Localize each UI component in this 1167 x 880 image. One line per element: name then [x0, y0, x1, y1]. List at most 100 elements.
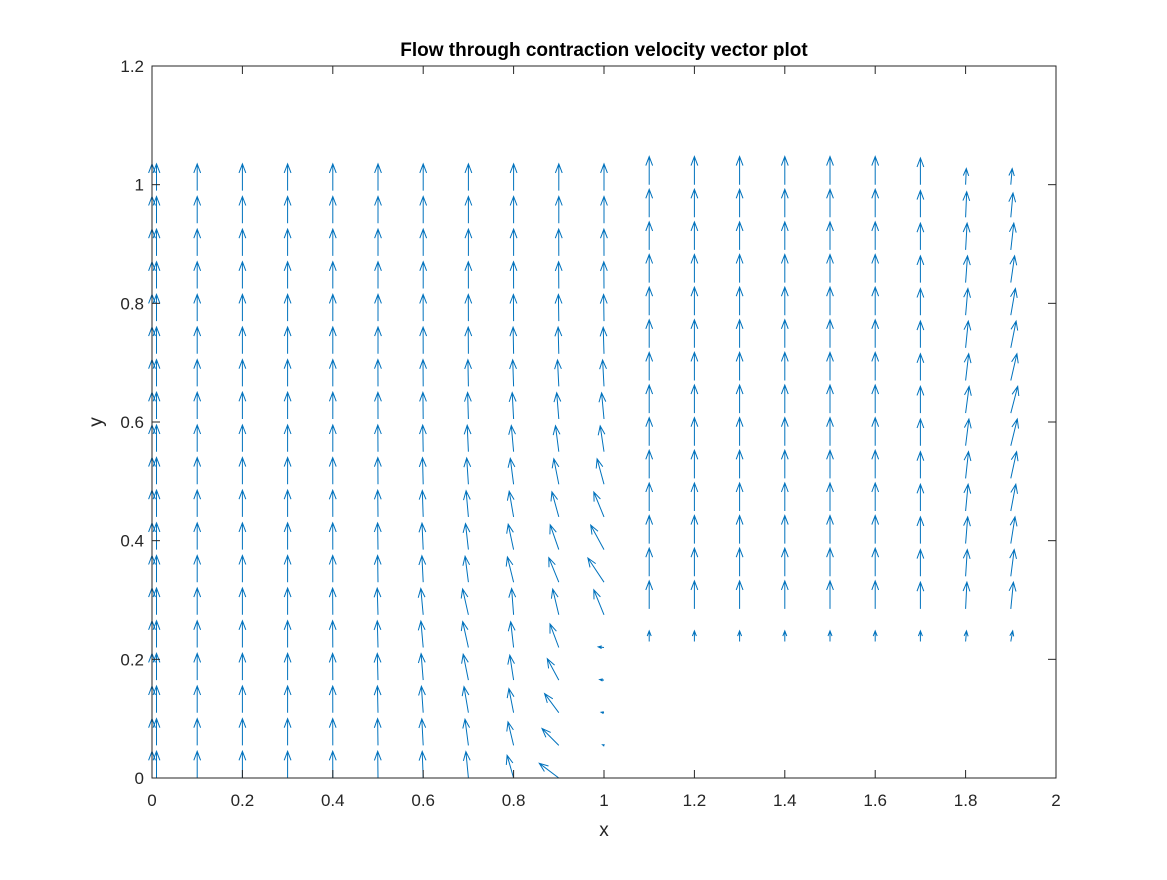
velocity-arrow [780, 318, 789, 348]
velocity-arrow [735, 350, 744, 381]
velocity-arrow [871, 285, 880, 316]
velocity-arrow [328, 521, 337, 550]
velocity-arrow [152, 456, 161, 485]
velocity-arrow [193, 521, 202, 550]
velocity-arrow [374, 227, 382, 256]
velocity-arrow [538, 762, 560, 779]
velocity-arrow [871, 579, 880, 609]
velocity-arrow [193, 554, 202, 583]
velocity-arrow [780, 155, 789, 185]
velocity-arrow [690, 220, 699, 250]
velocity-arrow [1010, 450, 1019, 479]
velocity-arrow [690, 155, 699, 185]
velocity-arrow [193, 619, 202, 648]
velocity-arrow [598, 391, 607, 420]
velocity-arrow [735, 220, 744, 250]
velocity-arrow [826, 187, 834, 218]
velocity-arrow [464, 325, 473, 354]
velocity-arrow [464, 260, 473, 289]
velocity-arrow [193, 292, 202, 322]
velocity-arrow [238, 619, 247, 648]
x-tick-label: 1.8 [954, 791, 978, 810]
velocity-arrow [193, 325, 202, 354]
velocity-arrow [418, 521, 427, 550]
x-tick-label: 0.4 [321, 791, 345, 810]
velocity-arrow [826, 155, 834, 185]
velocity-arrow [373, 488, 382, 517]
velocity-arrow [597, 424, 606, 452]
velocity-arrow [964, 385, 972, 414]
velocity-arrow [554, 325, 563, 354]
velocity-arrow [826, 350, 834, 381]
velocity-arrow [238, 684, 247, 713]
velocity-arrow [328, 162, 337, 191]
velocity-arrow [373, 586, 382, 615]
velocity-arrow [554, 162, 563, 191]
velocity-arrow [460, 620, 469, 648]
velocity-arrow [871, 514, 880, 544]
velocity-arrow [872, 629, 878, 642]
velocity-arrow [238, 358, 247, 387]
velocity-arrow [152, 260, 161, 289]
velocity-arrow [328, 456, 337, 485]
velocity-arrow [645, 448, 654, 479]
velocity-arrow [826, 579, 834, 609]
velocity-arrow [1009, 254, 1018, 283]
velocity-arrow [509, 358, 517, 387]
velocity-arrow [550, 587, 560, 615]
velocity-arrow [193, 749, 202, 778]
velocity-arrow [916, 156, 925, 185]
velocity-arrow [238, 260, 247, 289]
velocity-arrow [599, 711, 605, 715]
y-tick-label: 0.8 [120, 294, 144, 313]
velocity-arrow [645, 318, 654, 348]
velocity-arrow [645, 285, 654, 316]
velocity-arrow [916, 450, 925, 479]
velocity-arrow [506, 522, 515, 550]
velocity-arrow [509, 325, 518, 354]
velocity-arrow [963, 352, 972, 381]
velocity-arrow [826, 448, 834, 479]
velocity-arrow [962, 221, 971, 250]
velocity-arrow [690, 416, 699, 446]
velocity-arrow [374, 423, 382, 452]
velocity-arrow [506, 489, 515, 517]
velocity-arrow [417, 652, 426, 681]
velocity-arrow [962, 580, 971, 609]
velocity-arrow [508, 391, 517, 420]
velocity-arrow [599, 358, 607, 387]
velocity-arrow [283, 162, 292, 191]
y-tick-label: 0 [135, 769, 144, 788]
velocity-arrow [283, 586, 292, 615]
velocity-arrow [587, 556, 605, 583]
velocity-arrow [283, 423, 292, 452]
velocity-arrow [593, 588, 605, 615]
velocity-arrow [461, 685, 470, 713]
velocity-arrow [152, 195, 161, 224]
velocity-arrow [551, 457, 560, 485]
velocity-arrow [464, 391, 472, 420]
velocity-arrow [509, 260, 518, 289]
velocity-arrow [916, 384, 925, 414]
velocity-arrow [826, 220, 834, 250]
velocity-arrow [690, 481, 699, 511]
velocity-arrow [462, 522, 471, 550]
velocity-arrow [505, 555, 515, 583]
x-tick-label: 1 [599, 791, 608, 810]
velocity-arrow [780, 220, 789, 250]
velocity-arrow [460, 587, 469, 615]
velocity-arrow [735, 514, 744, 544]
velocity-arrow [871, 220, 880, 250]
velocity-arrow [601, 744, 605, 747]
x-tick-label: 0.8 [502, 791, 526, 810]
velocity-arrow [690, 318, 699, 348]
velocity-arrow [152, 619, 161, 648]
velocity-arrow [464, 293, 473, 322]
velocity-arrow [419, 162, 428, 191]
velocity-arrow [735, 155, 744, 185]
velocity-arrow [193, 423, 202, 452]
velocity-arrow [328, 554, 337, 583]
velocity-arrow [509, 195, 518, 224]
velocity-arrow [509, 227, 518, 256]
velocity-arrow [782, 629, 788, 642]
